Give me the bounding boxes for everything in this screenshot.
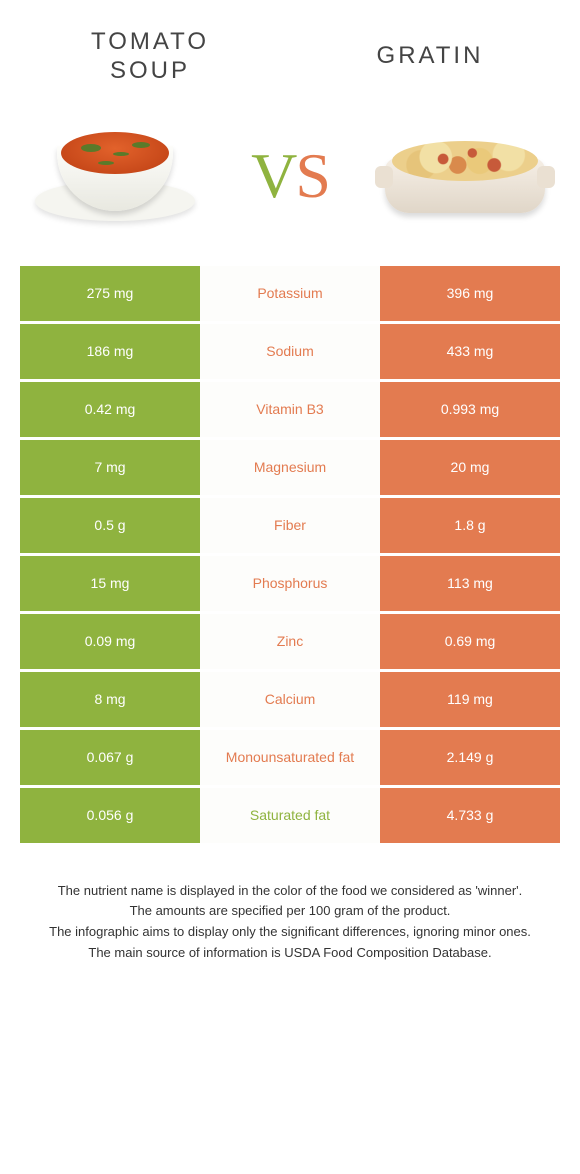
- nutrient-name: Sodium: [200, 324, 380, 382]
- right-value: 20 mg: [380, 440, 560, 498]
- left-value: 7 mg: [20, 440, 200, 498]
- comparison-table: 275 mgPotassium396 mg186 mgSodium433 mg0…: [20, 266, 560, 846]
- table-row: 275 mgPotassium396 mg: [20, 266, 560, 324]
- right-value: 2.149 g: [380, 730, 560, 788]
- table-row: 0.056 gSaturated fat4.733 g: [20, 788, 560, 846]
- right-value: 4.733 g: [380, 788, 560, 846]
- header: TOMATO SOUP GRATIN: [0, 0, 580, 96]
- nutrient-name: Calcium: [200, 672, 380, 730]
- vs-label: VS: [251, 139, 329, 213]
- footer-line: The infographic aims to display only the…: [35, 922, 545, 943]
- left-value: 8 mg: [20, 672, 200, 730]
- nutrient-name: Saturated fat: [200, 788, 380, 846]
- images-row: VS: [0, 96, 580, 266]
- table-row: 15 mgPhosphorus113 mg: [20, 556, 560, 614]
- nutrient-name: Potassium: [200, 266, 380, 324]
- footer-line: The main source of information is USDA F…: [35, 943, 545, 964]
- nutrient-name: Fiber: [200, 498, 380, 556]
- vs-v: V: [251, 140, 295, 211]
- tomato-soup-icon: [35, 126, 195, 226]
- left-value: 15 mg: [20, 556, 200, 614]
- right-value: 433 mg: [380, 324, 560, 382]
- food-image-left: [30, 116, 200, 236]
- table-row: 186 mgSodium433 mg: [20, 324, 560, 382]
- food-image-right: [380, 116, 550, 236]
- left-value: 0.09 mg: [20, 614, 200, 672]
- gratin-icon: [380, 131, 550, 221]
- title-left: TOMATO SOUP: [50, 28, 250, 86]
- table-row: 7 mgMagnesium20 mg: [20, 440, 560, 498]
- left-value: 0.5 g: [20, 498, 200, 556]
- nutrient-name: Vitamin B3: [200, 382, 380, 440]
- left-value: 0.42 mg: [20, 382, 200, 440]
- right-value: 0.69 mg: [380, 614, 560, 672]
- table-row: 0.42 mgVitamin B30.993 mg: [20, 382, 560, 440]
- footer-notes: The nutrient name is displayed in the co…: [0, 846, 580, 964]
- nutrient-name: Magnesium: [200, 440, 380, 498]
- nutrient-name: Zinc: [200, 614, 380, 672]
- left-value: 0.067 g: [20, 730, 200, 788]
- table-row: 0.09 mgZinc0.69 mg: [20, 614, 560, 672]
- left-value: 186 mg: [20, 324, 200, 382]
- table-row: 0.067 gMonounsaturated fat2.149 g: [20, 730, 560, 788]
- right-value: 1.8 g: [380, 498, 560, 556]
- table-row: 0.5 gFiber1.8 g: [20, 498, 560, 556]
- left-value: 275 mg: [20, 266, 200, 324]
- vs-s: S: [295, 140, 329, 211]
- right-value: 119 mg: [380, 672, 560, 730]
- title-right: GRATIN: [377, 42, 484, 71]
- nutrient-name: Monounsaturated fat: [200, 730, 380, 788]
- right-value: 0.993 mg: [380, 382, 560, 440]
- right-value: 113 mg: [380, 556, 560, 614]
- footer-line: The nutrient name is displayed in the co…: [35, 881, 545, 902]
- right-value: 396 mg: [380, 266, 560, 324]
- table-row: 8 mgCalcium119 mg: [20, 672, 560, 730]
- footer-line: The amounts are specified per 100 gram o…: [35, 901, 545, 922]
- left-value: 0.056 g: [20, 788, 200, 846]
- nutrient-name: Phosphorus: [200, 556, 380, 614]
